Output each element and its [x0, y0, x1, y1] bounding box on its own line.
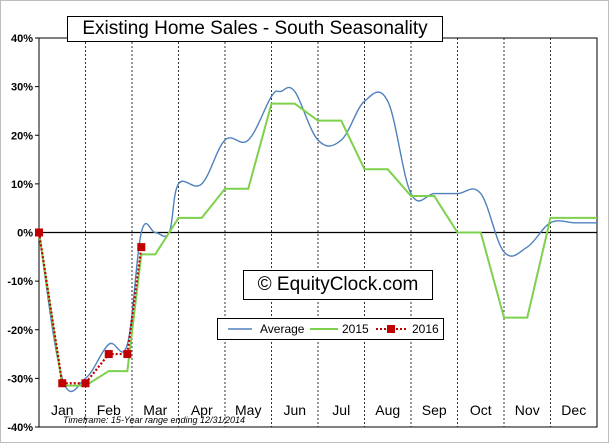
x-tick-label: Aug: [375, 402, 400, 418]
copyright-icon: ©: [257, 274, 272, 295]
x-tick-label: Mar: [143, 402, 167, 418]
y-tick-label: 0%: [17, 228, 33, 240]
x-tick-label: Dec: [561, 402, 586, 418]
legend-swatch-average: [228, 328, 252, 330]
y-tick-label: -20%: [7, 325, 33, 337]
series-layer: [35, 86, 597, 393]
x-tick-label: Jun: [283, 402, 306, 418]
x-tick-label: Feb: [97, 402, 121, 418]
grid-layer: [85, 38, 551, 427]
x-tick-label: Jan: [51, 402, 74, 418]
y-tick-label: -10%: [7, 276, 33, 288]
series-point-2016: [123, 350, 132, 359]
chart-title: Existing Home Sales - South Seasonality: [67, 16, 443, 42]
legend-label-average: Average: [260, 322, 305, 336]
series-point-2016: [104, 350, 113, 359]
legend-item-average: Average: [224, 319, 304, 339]
series-point-2016: [58, 379, 67, 388]
x-tick-label: Jul: [332, 402, 350, 418]
y-tick-label: 20%: [11, 130, 33, 142]
watermark-box: © EquityClock.com: [243, 270, 433, 300]
footnote: Timeframe: 15-Year range ending 12/31/20…: [63, 415, 246, 425]
x-tick-label: Oct: [470, 402, 492, 418]
series-point-2016: [137, 243, 146, 252]
series-point-2016: [35, 228, 43, 237]
axis-layer: [35, 37, 598, 428]
legend: Average 2015 2016: [217, 318, 444, 340]
series-line-average: [38, 86, 597, 393]
x-tick-label: Sep: [422, 402, 447, 418]
y-tick-label: 30%: [11, 82, 33, 94]
x-tick-label: May: [235, 402, 261, 418]
legend-label-2016: 2016: [412, 322, 439, 336]
legend-swatch-2016: [376, 325, 408, 333]
y-tick-label: -30%: [7, 373, 33, 385]
y-tick-label: 10%: [11, 179, 33, 191]
x-tick-label: Nov: [515, 402, 540, 418]
watermark-text: EquityClock.com: [276, 274, 419, 295]
series-point-2016: [81, 379, 90, 388]
legend-label-2015: 2015: [342, 322, 369, 336]
legend-swatch-2015: [310, 328, 338, 330]
label-layer: 40% 30% 20% 10% 0% -10% -20% -30% -40% Jan Feb Mar A…: [7, 33, 586, 434]
x-tick-label: Apr: [191, 402, 213, 418]
y-tick-label: -40%: [7, 422, 33, 434]
series-line-2016: [37, 232, 143, 385]
legend-item-2016: 2016: [374, 319, 440, 339]
y-tick-label: 40%: [11, 33, 33, 45]
legend-item-2015: 2015: [308, 319, 372, 339]
